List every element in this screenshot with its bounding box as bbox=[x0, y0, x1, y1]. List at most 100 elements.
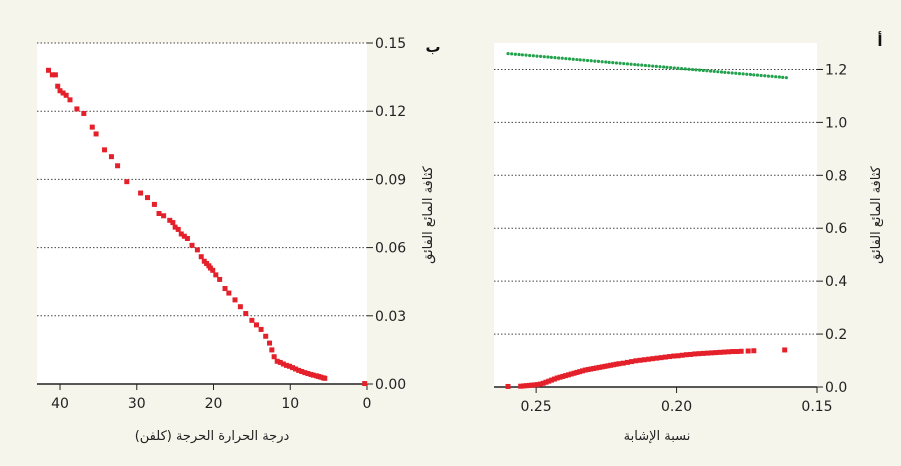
pb-point bbox=[322, 375, 328, 381]
pa-point bbox=[589, 59, 593, 63]
pa-point bbox=[667, 354, 673, 360]
pa-point bbox=[781, 75, 785, 79]
panel-b-x-ticks: 40 30 20 10 0 bbox=[51, 384, 371, 412]
pb-point bbox=[249, 317, 255, 323]
pa-point bbox=[546, 55, 550, 59]
pa-point bbox=[588, 366, 594, 372]
pa-point bbox=[688, 351, 694, 357]
pb-point bbox=[181, 233, 187, 239]
pa-point bbox=[716, 70, 720, 74]
pb-point bbox=[271, 354, 277, 360]
pa-point bbox=[585, 367, 591, 373]
pa-point bbox=[611, 61, 615, 65]
pb-point bbox=[243, 311, 249, 317]
pa-point bbox=[675, 353, 681, 359]
pa-point bbox=[690, 67, 695, 72]
pa-point bbox=[574, 369, 580, 375]
pa-point bbox=[571, 370, 577, 376]
pa-point bbox=[563, 373, 569, 379]
pa-point bbox=[745, 72, 749, 76]
pa-point bbox=[568, 371, 574, 377]
pa-point bbox=[717, 349, 723, 355]
pb-point bbox=[89, 124, 95, 130]
pb-point bbox=[102, 147, 108, 153]
pb-point bbox=[170, 220, 176, 226]
pb-point bbox=[167, 217, 173, 223]
pa-point bbox=[593, 59, 597, 63]
pa-point bbox=[662, 354, 668, 360]
pa-point bbox=[553, 56, 557, 60]
pa-point bbox=[546, 378, 552, 384]
pa-point bbox=[542, 55, 546, 59]
pa-point bbox=[741, 72, 745, 76]
pb-point bbox=[237, 304, 243, 310]
pb-point bbox=[52, 72, 58, 78]
pa-point bbox=[640, 63, 644, 67]
pa-point bbox=[582, 367, 588, 373]
pa-point bbox=[535, 382, 541, 388]
pa-point bbox=[636, 63, 640, 67]
panel-b-y-ticks: 0.00 0.03 0.06 0.09 0.12 0.15 bbox=[367, 36, 406, 393]
pb-point bbox=[93, 131, 99, 137]
pa-point bbox=[540, 380, 546, 386]
pb-y-tick-label: 0.06 bbox=[375, 241, 406, 257]
panel-b-gridlines bbox=[37, 42, 367, 317]
pb-point bbox=[172, 224, 178, 230]
pb-point bbox=[305, 371, 311, 377]
pb-point bbox=[145, 195, 151, 201]
pa-point bbox=[752, 73, 756, 77]
pa-point bbox=[676, 66, 680, 70]
panel-b-data-points bbox=[46, 67, 368, 387]
pa-point bbox=[539, 54, 543, 58]
pa-point bbox=[738, 348, 744, 354]
pb-point bbox=[269, 347, 275, 353]
pa-point bbox=[622, 61, 626, 66]
pa-point bbox=[600, 60, 604, 64]
pa-point bbox=[596, 59, 601, 63]
pb-point bbox=[283, 362, 289, 368]
pb-y-tick-label: 0.00 bbox=[375, 377, 406, 393]
pa-y-tick-label: 0.0 bbox=[825, 380, 847, 396]
pb-point bbox=[277, 359, 283, 365]
pa-point bbox=[613, 361, 619, 367]
pa-x-tick-label: 0.25 bbox=[521, 399, 552, 415]
pa-point bbox=[614, 61, 619, 65]
pb-point bbox=[55, 83, 61, 89]
pa-point bbox=[654, 355, 660, 361]
pa-point bbox=[633, 62, 637, 67]
pa-point bbox=[633, 358, 639, 364]
pb-point bbox=[198, 254, 204, 260]
pa-point bbox=[625, 62, 630, 66]
pa-point bbox=[709, 350, 715, 356]
pb-point bbox=[296, 367, 302, 373]
pa-point bbox=[671, 353, 677, 359]
pa-point bbox=[599, 364, 605, 370]
pa-point bbox=[520, 383, 526, 389]
pa-x-tick-label: 0.15 bbox=[801, 399, 832, 415]
pb-x-tick-label: 0 bbox=[363, 396, 372, 412]
pa-point bbox=[506, 51, 510, 56]
pb-point bbox=[280, 361, 286, 367]
pb-point bbox=[60, 90, 66, 96]
pa-point bbox=[560, 373, 566, 379]
pa-point bbox=[629, 359, 635, 365]
pb-point bbox=[217, 276, 223, 282]
pa-point bbox=[734, 349, 740, 355]
panel-a-data-points bbox=[505, 51, 788, 389]
pa-point bbox=[602, 363, 608, 369]
pa-point bbox=[745, 348, 751, 354]
pa-point bbox=[577, 369, 583, 375]
pa-point bbox=[763, 74, 767, 78]
pa-point bbox=[564, 56, 568, 61]
pb-point bbox=[156, 211, 162, 216]
pb-point bbox=[151, 201, 157, 207]
pa-point bbox=[582, 58, 586, 62]
pa-y-tick-label: 0.4 bbox=[825, 274, 847, 290]
pa-point bbox=[629, 62, 633, 66]
pa-point bbox=[759, 73, 763, 78]
pa-point bbox=[669, 66, 673, 70]
pb-point bbox=[213, 272, 219, 278]
pa-point bbox=[643, 63, 647, 68]
pa-point bbox=[578, 58, 582, 62]
pb-point bbox=[290, 365, 296, 371]
